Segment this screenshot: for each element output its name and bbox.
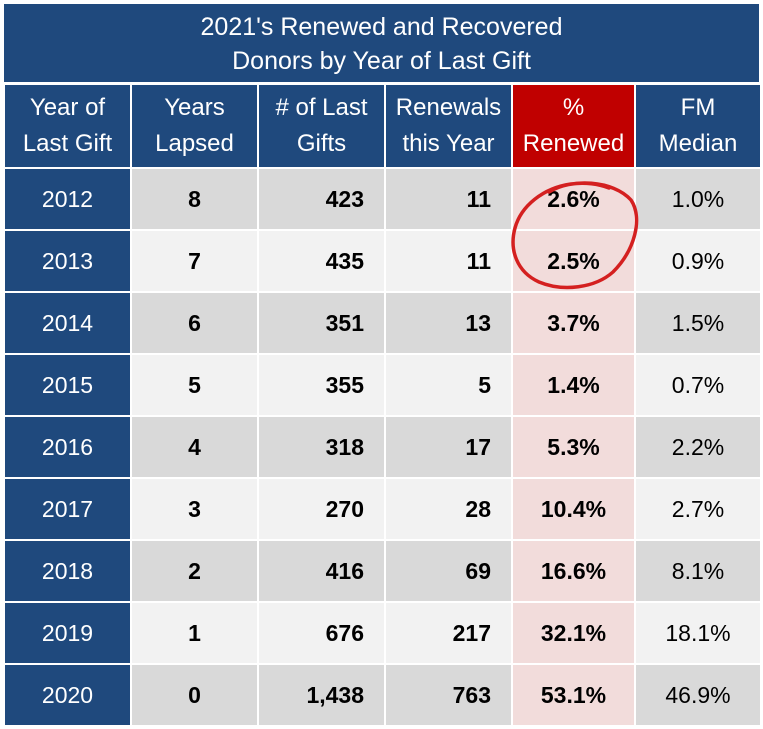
header-pct-renewed: % Renewed [511, 83, 636, 169]
header-last-gifts: # of Last Gifts [257, 83, 386, 169]
pct-renewed-cell: 32.1% [511, 601, 636, 665]
pct-renewed-cell: 16.6% [511, 539, 636, 603]
pct-renewed-cell: 1.4% [511, 353, 636, 417]
fm-median-cell: 2.2% [634, 415, 762, 479]
table-row: 2014 6 351 13 3.7% 1.5% [3, 291, 762, 355]
year-cell: 2015 [3, 353, 132, 417]
renewals-cell: 5 [384, 353, 513, 417]
renewal-table: Year of Last Gift Years Lapsed # of Last… [3, 83, 762, 727]
last-gifts-cell: 351 [257, 291, 386, 355]
year-cell: 2019 [3, 601, 132, 665]
table-row: 2013 7 435 11 2.5% 0.9% [3, 229, 762, 293]
header-fm-median: FM Median [634, 83, 762, 169]
renewals-cell: 11 [384, 167, 513, 231]
renewals-cell: 11 [384, 229, 513, 293]
years-lapsed-cell: 0 [130, 663, 259, 727]
last-gifts-cell: 423 [257, 167, 386, 231]
renewals-cell: 28 [384, 477, 513, 541]
last-gifts-cell: 318 [257, 415, 386, 479]
fm-median-cell: 8.1% [634, 539, 762, 603]
title-line-2: Donors by Year of Last Gift [232, 47, 531, 75]
donor-table-figure: 2021's Renewed and Recovered Donors by Y… [3, 3, 762, 727]
table-row: 2019 1 676 217 32.1% 18.1% [3, 601, 762, 665]
last-gifts-cell: 416 [257, 539, 386, 603]
renewals-cell: 17 [384, 415, 513, 479]
year-cell: 2018 [3, 539, 132, 603]
fm-median-cell: 0.9% [634, 229, 762, 293]
last-gifts-cell: 355 [257, 353, 386, 417]
pct-renewed-cell: 5.3% [511, 415, 636, 479]
years-lapsed-cell: 5 [130, 353, 259, 417]
header-row: Year of Last Gift Years Lapsed # of Last… [3, 83, 762, 169]
title-line-1: 2021's Renewed and Recovered [200, 13, 563, 41]
renewals-cell: 13 [384, 291, 513, 355]
header-years-lapsed: Years Lapsed [130, 83, 259, 169]
pct-renewed-cell: 2.5% [511, 229, 636, 293]
last-gifts-cell: 1,438 [257, 663, 386, 727]
renewals-cell: 69 [384, 539, 513, 603]
years-lapsed-cell: 4 [130, 415, 259, 479]
table-row: 2018 2 416 69 16.6% 8.1% [3, 539, 762, 603]
header-renewals: Renewals this Year [384, 83, 513, 169]
year-cell: 2012 [3, 167, 132, 231]
years-lapsed-cell: 6 [130, 291, 259, 355]
fm-median-cell: 2.7% [634, 477, 762, 541]
renewals-cell: 217 [384, 601, 513, 665]
last-gifts-cell: 270 [257, 477, 386, 541]
table-title: 2021's Renewed and Recovered Donors by Y… [3, 3, 760, 83]
pct-renewed-cell: 53.1% [511, 663, 636, 727]
year-cell: 2014 [3, 291, 132, 355]
pct-renewed-cell: 3.7% [511, 291, 636, 355]
fm-median-cell: 1.5% [634, 291, 762, 355]
fm-median-cell: 1.0% [634, 167, 762, 231]
year-cell: 2016 [3, 415, 132, 479]
table-row: 2016 4 318 17 5.3% 2.2% [3, 415, 762, 479]
table-row: 2012 8 423 11 2.6% 1.0% [3, 167, 762, 231]
last-gifts-cell: 435 [257, 229, 386, 293]
last-gifts-cell: 676 [257, 601, 386, 665]
year-cell: 2017 [3, 477, 132, 541]
table-row: 2020 0 1,438 763 53.1% 46.9% [3, 663, 762, 727]
years-lapsed-cell: 1 [130, 601, 259, 665]
fm-median-cell: 18.1% [634, 601, 762, 665]
header-year-of-last-gift: Year of Last Gift [3, 83, 132, 169]
year-cell: 2013 [3, 229, 132, 293]
renewals-cell: 763 [384, 663, 513, 727]
pct-renewed-cell: 2.6% [511, 167, 636, 231]
table-row: 2017 3 270 28 10.4% 2.7% [3, 477, 762, 541]
years-lapsed-cell: 2 [130, 539, 259, 603]
year-cell: 2020 [3, 663, 132, 727]
table-row: 2015 5 355 5 1.4% 0.7% [3, 353, 762, 417]
years-lapsed-cell: 7 [130, 229, 259, 293]
pct-renewed-cell: 10.4% [511, 477, 636, 541]
years-lapsed-cell: 8 [130, 167, 259, 231]
fm-median-cell: 46.9% [634, 663, 762, 727]
fm-median-cell: 0.7% [634, 353, 762, 417]
years-lapsed-cell: 3 [130, 477, 259, 541]
